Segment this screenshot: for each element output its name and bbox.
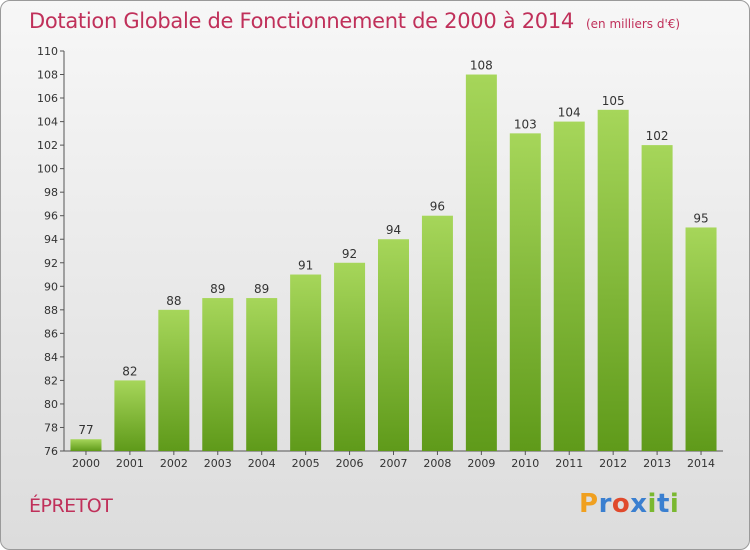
bar-2008 [421, 215, 453, 451]
x-tick-label: 2000 [72, 457, 100, 470]
y-tick-label: 98 [44, 186, 58, 199]
bar-2013 [641, 145, 673, 451]
value-label-2006: 92 [342, 247, 357, 261]
value-label-2004: 89 [254, 282, 269, 296]
x-tick-label: 2009 [467, 457, 495, 470]
x-tick-label: 2007 [380, 457, 408, 470]
value-label-2012: 105 [602, 94, 625, 108]
y-tick-label: 108 [37, 69, 58, 82]
y-tick-label: 90 [44, 280, 58, 293]
x-tick-label: 2008 [423, 457, 451, 470]
x-tick-label: 2004 [248, 457, 276, 470]
commune-name: ÉPRETOT [29, 495, 113, 517]
chart-title: Dotation Globale de Fonctionnement de 20… [29, 9, 680, 33]
y-tick-label: 84 [44, 351, 58, 364]
value-label-2000: 77 [78, 423, 93, 437]
bar-2009 [465, 74, 497, 451]
value-label-2011: 104 [558, 106, 581, 120]
logo-letter: r [598, 489, 612, 519]
bar-2010 [509, 133, 541, 451]
bar-2003 [202, 298, 234, 451]
y-tick-label: 82 [44, 374, 58, 387]
x-tick-label: 2013 [643, 457, 671, 470]
bar-2004 [246, 298, 278, 451]
bar-2002 [158, 309, 190, 451]
value-label-2001: 82 [122, 364, 137, 378]
value-label-2007: 94 [386, 223, 401, 237]
bar-2012 [597, 109, 629, 451]
y-tick-label: 102 [37, 139, 58, 152]
x-tick-label: 2001 [116, 457, 144, 470]
logo-letter: i [669, 489, 680, 519]
y-tick-label: 80 [44, 398, 58, 411]
x-tick-label: 2005 [292, 457, 320, 470]
y-tick-label: 100 [37, 163, 58, 176]
y-axis: 76 78 80 82 84 86 88 90 92 94 96 98 100 102 104 106 108 1… [37, 45, 65, 458]
bar-2005 [290, 274, 322, 451]
value-label-2013: 102 [646, 129, 669, 143]
value-label-2002: 88 [166, 294, 181, 308]
value-label-2003: 89 [210, 282, 225, 296]
x-tick-label: 2012 [599, 457, 627, 470]
value-label-2014: 95 [693, 211, 708, 225]
logo-letter: o [611, 489, 631, 519]
y-tick-label: 92 [44, 257, 58, 270]
y-tick-label: 76 [44, 445, 58, 458]
x-axis: 2000 2001 2002 2003 2004 2005 2006 2007 2008 2009… [64, 450, 723, 470]
y-tick-label: 94 [44, 233, 58, 246]
value-labels: 77 82 88 89 89 91 92 94 96 108 103 104 105 102 95 [78, 59, 708, 438]
y-tick-label: 78 [44, 421, 58, 434]
logo-letter: P [579, 489, 599, 519]
y-tick-label: 88 [44, 304, 58, 317]
value-label-2010: 103 [514, 117, 537, 131]
bars [70, 74, 717, 452]
bar-2014 [685, 227, 717, 451]
proxiti-logo: Proxiti [579, 489, 679, 519]
chart-unit: (en milliers d'€) [585, 17, 681, 31]
y-tick-label: 86 [44, 327, 58, 340]
logo-letter: t [656, 489, 670, 519]
x-tick-label: 2010 [511, 457, 539, 470]
logo-letter: i [647, 489, 657, 519]
y-tick-label: 104 [37, 116, 58, 129]
bar-2001 [114, 380, 146, 451]
value-label-2008: 96 [430, 200, 445, 214]
y-tick-label: 110 [37, 45, 58, 58]
bar-2007 [378, 239, 409, 451]
y-tick-label: 96 [44, 210, 58, 223]
value-label-2009: 108 [470, 59, 493, 73]
y-tick-label: 106 [37, 92, 58, 105]
x-tick-label: 2014 [687, 457, 715, 470]
bar-2011 [553, 121, 585, 452]
chart-title-text: Dotation Globale de Fonctionnement de 20… [29, 9, 574, 33]
logo-letter: x [630, 489, 648, 519]
value-label-2005: 91 [298, 259, 313, 273]
bar-2006 [334, 262, 366, 451]
x-tick-label: 2011 [555, 457, 583, 470]
x-tick-label: 2006 [336, 457, 364, 470]
x-tick-label: 2002 [160, 457, 188, 470]
x-tick-label: 2003 [204, 457, 232, 470]
bar-2000 [70, 439, 102, 451]
